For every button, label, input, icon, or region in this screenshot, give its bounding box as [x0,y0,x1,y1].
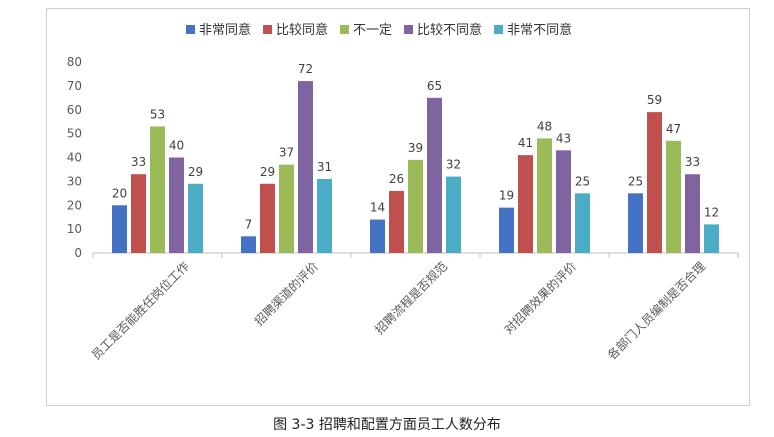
data-label: 37 [279,146,294,160]
data-label: 12 [704,205,719,219]
y-tick-label: 30 [67,174,82,188]
data-label: 40 [169,139,184,153]
bar [499,207,514,253]
y-tick-label: 70 [67,79,82,93]
bar [370,219,385,253]
data-label: 33 [131,155,146,169]
legend-swatch [404,25,414,34]
bar [389,190,404,253]
data-label: 53 [150,107,165,121]
bar [704,224,719,253]
bar [260,183,275,253]
data-label: 47 [666,122,681,136]
y-tick-label: 60 [67,103,82,117]
bar [628,193,643,253]
data-label: 65 [427,79,442,93]
y-tick-label: 80 [67,55,82,69]
bar [188,183,203,253]
bar [112,205,127,253]
bar [575,193,590,253]
y-tick-label: 40 [67,151,82,165]
data-label: 29 [260,165,275,179]
legend-swatch [340,25,350,34]
bar [685,174,700,253]
bar [131,174,146,253]
y-tick-label: 20 [67,198,82,212]
legend-label: 不一定 [353,23,392,38]
legend-label: 比较不同意 [417,22,482,38]
data-label: 59 [647,93,662,107]
bar [279,164,294,253]
data-label: 26 [389,172,404,186]
legend-label: 非常不同意 [507,22,572,38]
data-label: 7 [245,217,253,231]
y-tick-label: 50 [67,127,82,141]
data-label: 14 [370,201,385,215]
data-label: 48 [537,119,552,133]
y-tick-label: 10 [67,222,82,236]
bar [150,126,165,253]
bar [446,176,461,253]
bar [317,178,332,253]
figure-caption: 图 3-3 招聘和配置方面员工人数分布 [273,417,501,433]
data-label: 72 [298,62,313,76]
legend-swatch [494,25,504,34]
x-category-label: 各部门人员编制是否合理 [604,259,708,363]
data-label: 33 [685,155,700,169]
x-category-label: 员工是否能胜任岗位工作 [88,259,192,363]
data-label: 31 [317,160,332,174]
y-tick-label: 0 [74,246,82,260]
legend-swatch [186,25,195,34]
bar [647,112,662,253]
bar [427,97,442,253]
x-category-label: 招聘渠道的评价 [251,259,321,329]
data-label: 32 [446,158,461,172]
data-label: 25 [628,174,643,188]
legend-label: 比较同意 [276,22,328,38]
data-label: 39 [408,141,423,155]
data-label: 19 [499,189,514,203]
bar [241,236,256,253]
bar [408,159,423,253]
bar [169,157,184,253]
legend-label: 非常同意 [199,22,251,38]
data-label: 41 [518,136,533,150]
x-category-label: 对招聘效果的评价 [501,259,579,337]
data-label: 43 [556,131,571,145]
data-label: 29 [188,165,203,179]
bar [537,138,552,253]
bar [666,140,681,253]
data-label: 20 [112,186,127,200]
bar [556,150,571,253]
bar [298,81,313,253]
legend-swatch [263,25,273,34]
data-label: 25 [575,174,590,188]
x-category-label: 招聘流程是否规范 [372,259,450,337]
bar [518,155,533,253]
